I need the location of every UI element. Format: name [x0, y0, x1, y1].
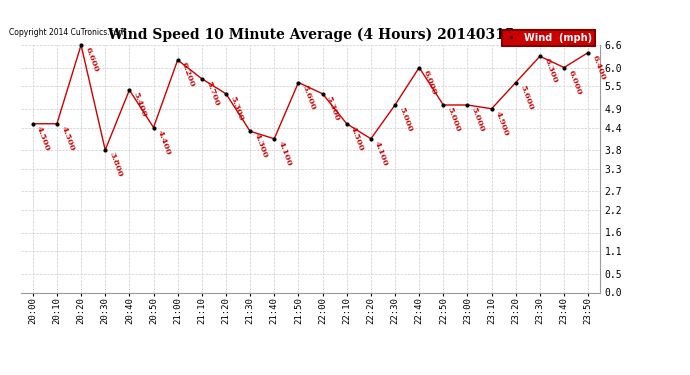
Text: 6.300: 6.300 — [542, 57, 559, 84]
Legend: Wind  (mph): Wind (mph) — [502, 30, 595, 46]
Text: 5.400: 5.400 — [132, 91, 148, 118]
Text: 5.000: 5.000 — [470, 106, 486, 133]
Text: 4.400: 4.400 — [156, 129, 172, 156]
Text: 4.500: 4.500 — [35, 125, 52, 152]
Text: 5.600: 5.600 — [518, 84, 535, 111]
Text: 5.300: 5.300 — [325, 95, 342, 122]
Text: 5.600: 5.600 — [301, 84, 317, 111]
Text: 6.200: 6.200 — [180, 61, 197, 88]
Text: 4.300: 4.300 — [253, 132, 269, 159]
Text: 5.000: 5.000 — [397, 106, 414, 133]
Text: 4.100: 4.100 — [277, 140, 293, 167]
Text: 4.900: 4.900 — [494, 110, 511, 137]
Text: 6.000: 6.000 — [566, 69, 583, 96]
Text: 4.500: 4.500 — [59, 125, 76, 152]
Title: Wind Speed 10 Minute Average (4 Hours) 20140315: Wind Speed 10 Minute Average (4 Hours) 2… — [107, 28, 514, 42]
Text: Copyright 2014 CuTronics.com: Copyright 2014 CuTronics.com — [9, 28, 126, 37]
Text: 3.800: 3.800 — [108, 151, 124, 178]
Text: 5.000: 5.000 — [446, 106, 462, 133]
Text: 6.000: 6.000 — [422, 69, 438, 96]
Text: 4.100: 4.100 — [373, 140, 390, 167]
Text: 5.700: 5.700 — [204, 80, 221, 107]
Text: 5.300: 5.300 — [228, 95, 245, 122]
Text: 4.500: 4.500 — [349, 125, 366, 152]
Text: 6.600: 6.600 — [83, 46, 100, 74]
Text: 6.400: 6.400 — [591, 54, 607, 81]
